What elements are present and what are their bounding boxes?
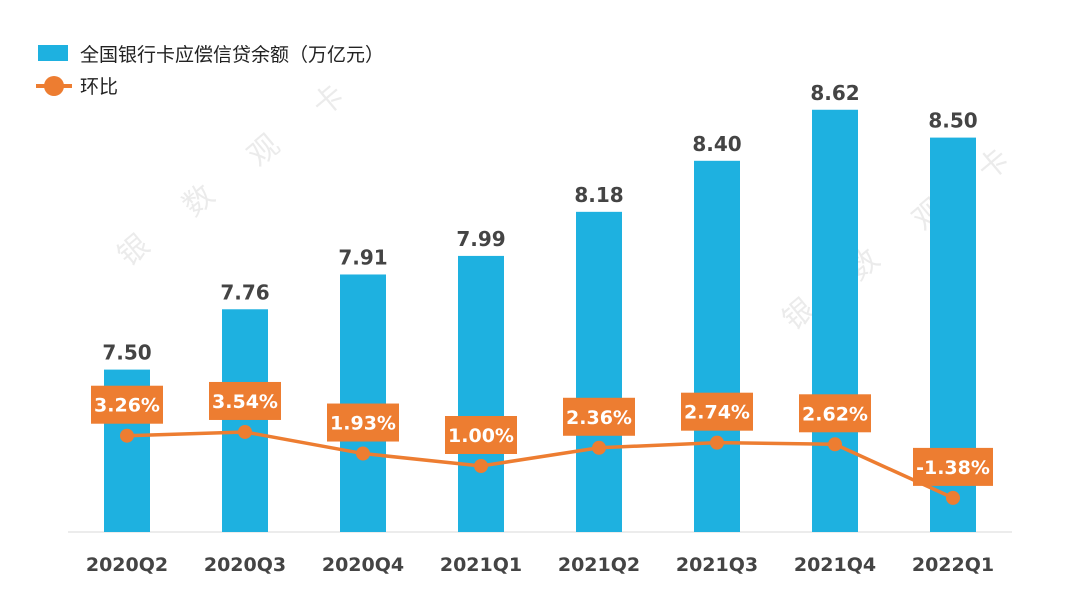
mom-value-label: -1.38% (916, 457, 990, 479)
mom-point (946, 490, 960, 505)
watermark-char: 观 (241, 128, 286, 174)
x-tick-label: 2020Q3 (204, 554, 286, 576)
mom-point (710, 435, 724, 450)
legend: 全国银行卡应偿信贷余额（万亿元） 环比 (36, 44, 384, 98)
mom-value-label: 2.74% (684, 402, 750, 424)
bar (340, 274, 386, 532)
legend-line-marker (44, 76, 64, 96)
bar (694, 160, 740, 533)
mom-point (356, 446, 370, 461)
bar-value-label: 7.91 (338, 245, 387, 269)
mom-point (474, 459, 488, 473)
mom-value-label: 1.93% (330, 413, 396, 435)
mom-label-box (563, 397, 635, 436)
mom-label-box (327, 403, 399, 442)
mom-point (828, 437, 842, 452)
bar-value-label: 8.18 (574, 183, 623, 207)
legend-line-label: 环比 (80, 76, 118, 98)
x-tick-label: 2021Q1 (440, 554, 522, 576)
mom-value-label: 2.36% (566, 407, 632, 429)
mom-label-box (445, 416, 517, 454)
bar-value-label: 7.99 (456, 227, 505, 251)
bar (812, 109, 858, 532)
bar-value-label: 7.50 (102, 341, 151, 365)
mom-value-label: 1.00% (448, 425, 514, 447)
watermark-char: 银 (111, 228, 156, 274)
legend-bar-label: 全国银行卡应偿信贷余额（万亿元） (80, 44, 384, 66)
mom-label-box (799, 394, 871, 433)
bar-value-label: 8.62 (810, 81, 859, 105)
mom-value-label: 2.62% (802, 403, 868, 425)
bar-value-label: 8.40 (692, 132, 741, 156)
legend-bar-swatch (38, 45, 68, 61)
x-tick-label: 2020Q4 (322, 554, 404, 576)
bar-value-label: 7.76 (220, 280, 269, 304)
x-tick-label: 2020Q2 (86, 554, 168, 576)
x-tick-label: 2021Q4 (794, 554, 876, 576)
watermark-char: 卡 (971, 142, 1016, 188)
watermark-char: 卡 (306, 78, 351, 124)
x-tick-label: 2021Q3 (676, 554, 758, 576)
mom-point (120, 428, 134, 443)
x-tick-label: 2021Q2 (558, 554, 640, 576)
bar (576, 211, 622, 532)
x-tick-label: 2022Q1 (912, 554, 994, 576)
bar (222, 309, 268, 532)
mom-label-box (91, 385, 163, 424)
mom-label-box (681, 392, 753, 431)
mom-line (126, 430, 954, 500)
mom-label-box (209, 381, 281, 420)
watermark-char: 数 (176, 178, 221, 224)
mom-point (238, 424, 252, 439)
mom-value-label: 3.54% (212, 391, 278, 413)
mom-point (592, 440, 606, 455)
bar-value-label: 8.50 (928, 109, 977, 133)
bar (458, 255, 504, 533)
mom-label-box (913, 447, 993, 486)
mom-value-label: 3.26% (94, 395, 160, 417)
